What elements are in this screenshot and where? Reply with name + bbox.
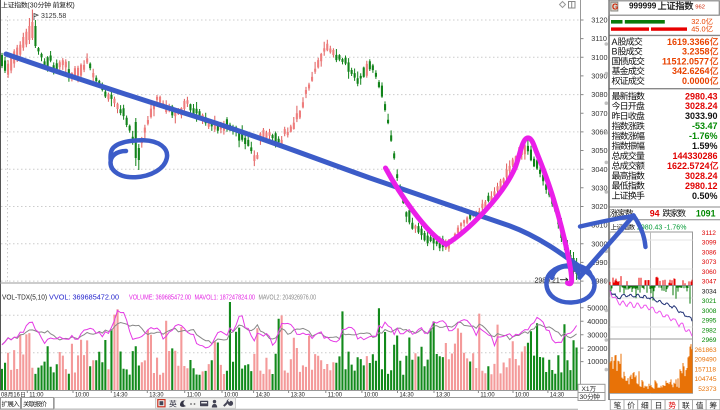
- svg-text:999999: 999999: [629, 2, 657, 11]
- svg-text:962: 962: [695, 4, 705, 10]
- svg-text:10:00: 10:00: [364, 392, 379, 399]
- svg-text:10:00: 10:00: [515, 392, 530, 399]
- svg-text:11512.0577: 11512.0577: [662, 56, 709, 66]
- svg-text:VOL-TDX(5,10): VOL-TDX(5,10): [2, 293, 47, 302]
- svg-text:): ): [72, 3, 74, 10]
- svg-text:3021: 3021: [702, 298, 717, 305]
- svg-text:3060: 3060: [702, 269, 717, 276]
- svg-text:3080: 3080: [591, 90, 607, 99]
- svg-text:3047: 3047: [702, 279, 717, 286]
- svg-text:2980.43: 2980.43: [685, 91, 718, 101]
- svg-text:10000: 10000: [587, 357, 607, 366]
- svg-text:MAVOL2: 204926976.00: MAVOL2: 204926976.00: [259, 293, 317, 302]
- svg-text:94: 94: [650, 208, 660, 218]
- svg-text:1091: 1091: [696, 208, 716, 218]
- svg-text:11:00: 11:00: [29, 392, 44, 399]
- svg-text:14:30: 14:30: [256, 392, 271, 399]
- svg-text:A: A: [612, 37, 618, 47]
- svg-text:3112: 3112: [702, 230, 717, 237]
- svg-text:14:30: 14:30: [550, 392, 565, 399]
- svg-text:G: G: [612, 3, 618, 12]
- svg-text:13:30: 13:30: [149, 392, 164, 399]
- svg-text:3073: 3073: [702, 259, 717, 266]
- svg-text:32.0: 32.0: [691, 17, 705, 26]
- svg-text:3033.90: 3033.90: [685, 111, 718, 121]
- svg-text:3028.24: 3028.24: [685, 171, 718, 181]
- svg-text:VVOL: 369685472.00: VVOL: 369685472.00: [49, 293, 119, 302]
- svg-text:2980.12: 2980.12: [685, 181, 718, 191]
- svg-text:MAVOL1: 187247824.00: MAVOL1: 187247824.00: [195, 293, 256, 302]
- svg-text:209490: 209490: [695, 357, 717, 364]
- svg-text:157118: 157118: [695, 366, 717, 373]
- svg-text:2982: 2982: [702, 327, 717, 334]
- svg-text:3100: 3100: [591, 53, 607, 62]
- svg-text:2969: 2969: [702, 337, 717, 344]
- svg-text:3034: 3034: [702, 288, 717, 295]
- svg-text:(30: (30: [27, 3, 37, 10]
- svg-text:2995: 2995: [702, 318, 717, 325]
- svg-text:13:30: 13:30: [436, 392, 451, 399]
- svg-text:13:30: 13:30: [291, 392, 306, 399]
- svg-text:14:30: 14:30: [113, 392, 128, 399]
- svg-text:342.6264: 342.6264: [672, 66, 710, 76]
- svg-text:1622.5724: 1622.5724: [667, 161, 710, 171]
- svg-text:08: 08: [1, 393, 8, 399]
- svg-text:2990: 2990: [591, 258, 607, 267]
- svg-text:10:00: 10:00: [224, 392, 239, 399]
- svg-text:3010: 3010: [591, 221, 607, 230]
- svg-text:3020: 3020: [591, 202, 607, 211]
- svg-text:11:00: 11:00: [328, 392, 343, 399]
- svg-text:30: 30: [580, 394, 588, 401]
- svg-text:0.0000: 0.0000: [682, 76, 710, 86]
- svg-text:144330286: 144330286: [673, 151, 718, 161]
- svg-text:16: 16: [13, 393, 20, 399]
- svg-text:0.50%: 0.50%: [692, 191, 718, 201]
- svg-text:1.59%: 1.59%: [692, 141, 718, 151]
- svg-text:11:00: 11:00: [187, 392, 202, 399]
- svg-text:30000: 30000: [587, 330, 607, 339]
- svg-text:3028.24: 3028.24: [685, 101, 718, 111]
- svg-text:10:00: 10:00: [75, 392, 90, 399]
- svg-text:3070: 3070: [591, 109, 607, 118]
- svg-text:2980.43 -1.76%: 2980.43 -1.76%: [637, 225, 686, 232]
- svg-text:3060: 3060: [591, 128, 607, 137]
- svg-text:2980: 2980: [591, 277, 607, 286]
- svg-text:3030: 3030: [591, 183, 607, 192]
- svg-text:B: B: [612, 47, 618, 57]
- svg-text:3086: 3086: [702, 250, 717, 257]
- svg-text:52373: 52373: [698, 386, 717, 393]
- svg-text:3099: 3099: [702, 240, 717, 247]
- svg-text:3040: 3040: [591, 165, 607, 174]
- svg-text:3125.58: 3125.58: [41, 13, 66, 20]
- svg-text:50000: 50000: [587, 303, 607, 312]
- svg-text:-53.47: -53.47: [692, 121, 718, 131]
- svg-text:14:30: 14:30: [400, 392, 415, 399]
- svg-text:11:00: 11:00: [480, 392, 495, 399]
- svg-text:3110: 3110: [591, 34, 607, 43]
- svg-text:1619.3366: 1619.3366: [667, 37, 710, 47]
- svg-text:261863: 261863: [695, 347, 717, 354]
- svg-text:3090: 3090: [591, 72, 607, 81]
- svg-text:-1.76%: -1.76%: [689, 131, 718, 141]
- svg-text:45.0: 45.0: [691, 25, 705, 34]
- svg-text:3050: 3050: [591, 146, 607, 155]
- svg-text:VOLUME: 369685472.00: VOLUME: 369685472.00: [129, 293, 191, 302]
- svg-text:40000: 40000: [587, 317, 607, 326]
- svg-text:104745: 104745: [695, 376, 717, 383]
- svg-text:3008: 3008: [702, 308, 717, 315]
- svg-text:3.2358: 3.2358: [682, 47, 710, 57]
- svg-text:3000: 3000: [591, 239, 607, 248]
- svg-text:3120: 3120: [591, 16, 607, 25]
- svg-text:X1: X1: [582, 386, 590, 393]
- svg-text:20000: 20000: [587, 344, 607, 353]
